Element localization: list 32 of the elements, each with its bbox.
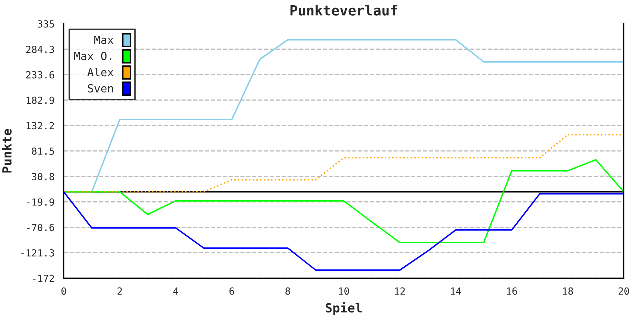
x-tick-label: 12 (395, 288, 406, 295)
y-tick-label: 81.5 (32, 148, 54, 156)
y-tick-label: -19.9 (27, 198, 54, 206)
y-tick-label: 284.3 (26, 46, 54, 54)
y-tick-label: -172 (33, 274, 54, 282)
x-tick-label: 4 (174, 288, 178, 295)
y-axis-title: Punkte (2, 129, 12, 173)
line-series (64, 191, 624, 272)
y-tick-label: -121.3 (22, 249, 54, 257)
y-tick-label: 233.6 (26, 71, 54, 79)
x-tick-label: 10 (339, 288, 350, 296)
legend-label: Alex (88, 68, 114, 77)
x-tick-label: 16 (507, 288, 518, 296)
legend-label: Max O. (74, 52, 112, 60)
y-tick-label: 335 (38, 20, 54, 28)
x-tick-label: 20 (618, 288, 630, 296)
y-tick-label: 30.8 (32, 173, 54, 180)
y-tick-label: -70.6 (27, 224, 54, 232)
x-tick-label: 18 (563, 288, 574, 296)
x-tick-label: 14 (451, 288, 462, 295)
line-series (64, 134, 624, 193)
y-tick-label: 182.9 (26, 96, 54, 104)
y-tick-label: 132.2 (26, 122, 54, 130)
x-tick-label: 2 (118, 288, 122, 295)
x-tick-label: 6 (230, 288, 234, 296)
legend-label: Max (94, 36, 114, 44)
x-axis-title: Spiel (326, 302, 362, 316)
chart-title: Punkteverlauf (290, 5, 398, 16)
x-tick-label: 8 (286, 288, 290, 296)
legend-label: Sven (88, 84, 114, 93)
line-series (64, 159, 624, 244)
x-tick-label: 0 (62, 288, 66, 296)
